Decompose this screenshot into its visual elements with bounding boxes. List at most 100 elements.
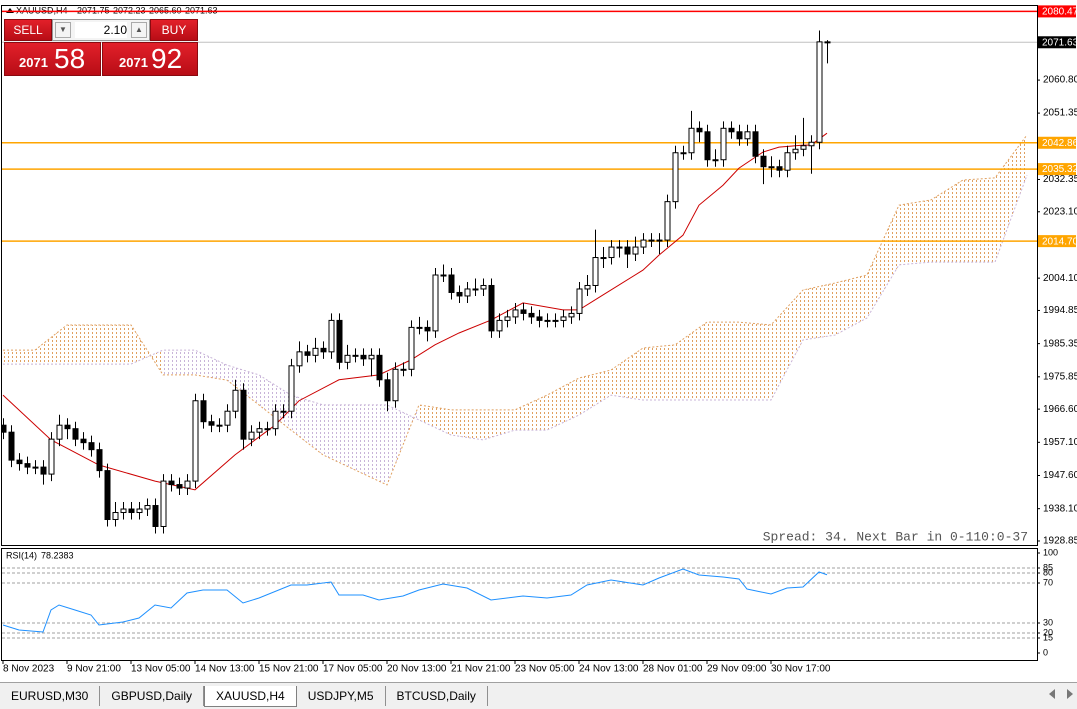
- moving-average: [2, 132, 828, 491]
- candle-body: [720, 127, 727, 161]
- lot-value[interactable]: 2.10: [75, 22, 127, 38]
- candle-body: [432, 274, 439, 332]
- candle-body: [208, 421, 215, 426]
- ohlc-high: 2072.23: [113, 5, 146, 15]
- rsi-tick-label: 20: [1043, 627, 1053, 637]
- candle-body: [544, 319, 551, 322]
- level-label: 2014.70: [1042, 236, 1077, 247]
- x-tick-label: 29 Nov 09:00: [707, 664, 767, 675]
- cloud-fill: [547, 378, 579, 431]
- level-box: [1038, 136, 1076, 149]
- rsi-tick-label: 0: [1043, 647, 1048, 657]
- candle-body: [320, 347, 327, 353]
- candle-body: [736, 131, 743, 140]
- candle-body: [248, 431, 255, 440]
- candle-body: [456, 291, 463, 297]
- cloud-fill: [995, 134, 1027, 263]
- tab-scroll[interactable]: [1046, 688, 1076, 700]
- candle-body: [576, 288, 583, 314]
- cloud-fill: [803, 283, 835, 340]
- tab[interactable]: XAUUSD,H4: [204, 685, 297, 707]
- tab[interactable]: USDJPY,M5: [297, 686, 386, 706]
- rsi-tick-label: 30: [1043, 617, 1053, 627]
- candle-body: [104, 470, 111, 521]
- candle-body: [224, 410, 231, 426]
- candle-body: [128, 508, 135, 514]
- scroll-left[interactable]: [1049, 689, 1055, 699]
- cloud-fill: [835, 275, 867, 336]
- candle-body: [392, 368, 399, 402]
- candle-body: [272, 410, 279, 430]
- rsi-value: 78.2383: [41, 550, 74, 560]
- x-tick-label: 30 Nov 17:00: [771, 664, 831, 675]
- rsi-tick-label: 80: [1043, 567, 1053, 577]
- tab[interactable]: GBPUSD,Daily: [100, 686, 205, 706]
- scroll-right[interactable]: [1067, 689, 1073, 699]
- candle-body: [608, 246, 615, 259]
- candle-body: [24, 463, 31, 468]
- candle-body: [584, 284, 591, 290]
- candle-body: [560, 316, 567, 321]
- level-label: 2042.86: [1042, 138, 1077, 149]
- x-tick-label: 24 Nov 13:00: [579, 664, 639, 675]
- y-tick-label: 1938.10: [1043, 503, 1077, 514]
- candle-body: [384, 379, 391, 402]
- candle-body: [760, 155, 767, 168]
- candle-body: [56, 424, 63, 440]
- lot-up[interactable]: ▲: [131, 22, 147, 38]
- candle-body: [240, 389, 247, 440]
- candle-body: [192, 400, 199, 482]
- candle-body: [112, 512, 119, 521]
- candle-body: [376, 354, 383, 381]
- candle-body: [400, 368, 407, 371]
- candle-body: [2, 424, 7, 433]
- x-tick-label: 28 Nov 01:00: [643, 664, 703, 675]
- bid-label: 2071.63: [1042, 37, 1077, 48]
- tab[interactable]: BTCUSD,Daily: [386, 686, 488, 706]
- candle-body: [32, 466, 39, 469]
- candle-body: [552, 319, 559, 322]
- cloud-fill: [131, 324, 163, 375]
- bid-big: 58: [54, 43, 86, 74]
- candle-body: [360, 354, 367, 360]
- candle-body: [512, 309, 519, 318]
- candle-body: [712, 159, 719, 162]
- rsi-plot: [2, 567, 1037, 639]
- y-tick-label: 1928.85: [1043, 536, 1077, 547]
- cloud-fill: [323, 404, 355, 470]
- candle-body: [280, 410, 287, 413]
- tab[interactable]: EURUSD,M30: [0, 686, 101, 706]
- ohlc-close: 2071.63: [185, 5, 218, 15]
- cloud-fill: [579, 370, 611, 416]
- info-text: Spread: 34. Next Bar in 0-110:0-37: [763, 529, 1028, 544]
- cloud-fill: [611, 348, 643, 401]
- level-box: [1038, 163, 1076, 176]
- candle-body: [344, 354, 351, 363]
- buy-button[interactable]: BUY: [150, 19, 198, 41]
- cloud-fill: [771, 290, 803, 401]
- level-label: 2035.32: [1042, 164, 1077, 175]
- lot-down[interactable]: ▼: [55, 22, 71, 38]
- ask-box[interactable]: 2071 92: [102, 42, 198, 76]
- cloud-fill: [643, 344, 675, 401]
- candle-body: [176, 484, 183, 489]
- candle-body: [424, 326, 431, 332]
- bid-box[interactable]: 2071 58: [4, 42, 101, 76]
- x-tick-label: 15 Nov 21:00: [259, 664, 319, 675]
- candle-body: [232, 389, 239, 412]
- candle-body: [688, 127, 695, 154]
- x-tick-label: 17 Nov 05:00: [323, 664, 383, 675]
- candle-body: [168, 480, 175, 486]
- y-tick-label: 1957.10: [1043, 437, 1077, 448]
- candle-body: [256, 428, 263, 433]
- candle-body: [352, 354, 359, 357]
- x-tick-label: 23 Nov 05:00: [515, 664, 575, 675]
- ask-big: 92: [151, 43, 183, 74]
- candle-body: [600, 257, 607, 260]
- candle-body: [752, 131, 759, 157]
- sell-button[interactable]: SELL: [4, 19, 52, 41]
- ohlc-open: 2071.75: [77, 5, 110, 15]
- candle-body: [408, 326, 415, 370]
- candle-body: [704, 131, 711, 161]
- candle-body: [624, 246, 631, 255]
